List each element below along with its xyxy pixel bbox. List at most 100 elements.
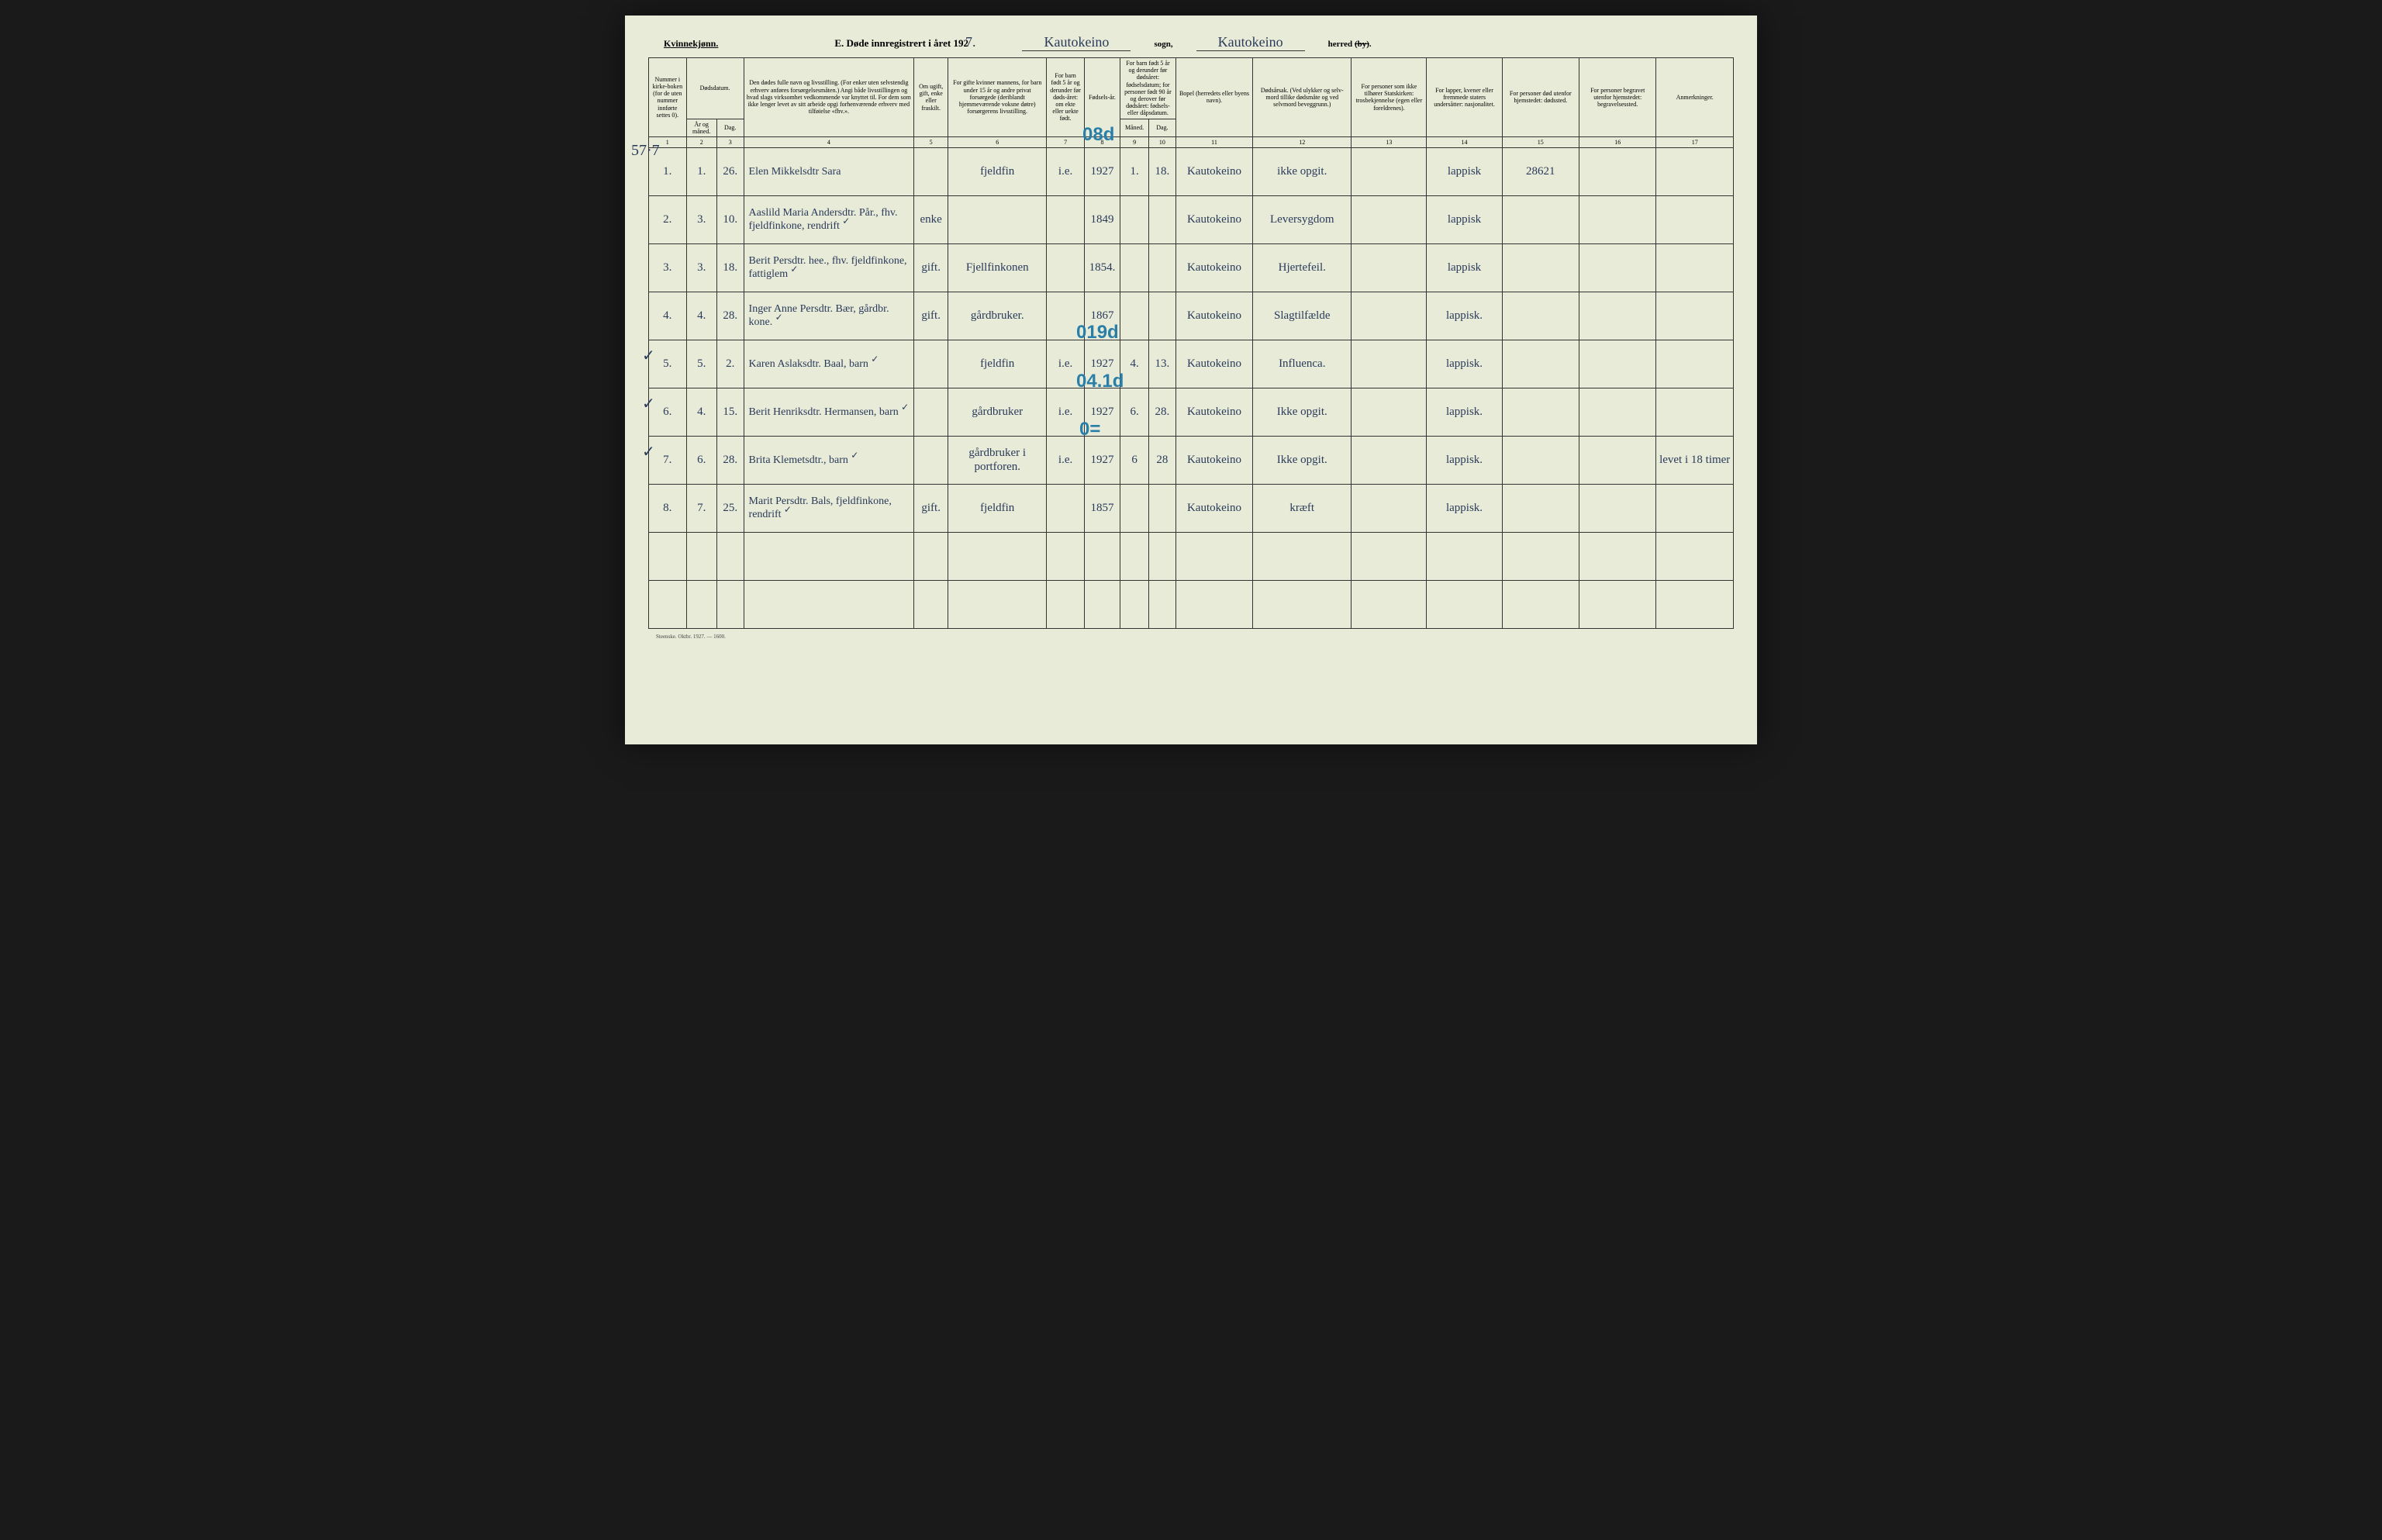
cell [1427,533,1502,581]
table-row: 7.6.28.Brita Klemetsdtr., barn ✓gårdbruk… [649,437,1734,485]
check-icon: ✓ [782,504,792,515]
herred-value: Kautokeino [1196,34,1305,51]
cell: Fjellfinkonen [948,244,1047,292]
cell: 1. [1120,148,1149,196]
check-icon: ✓ [899,402,909,413]
cell: Kautokeino [1175,196,1252,244]
cell [1579,148,1655,196]
cell [1149,244,1176,292]
cell [1579,292,1655,340]
cn-6: 6 [948,136,1047,147]
cell: lappisk. [1427,340,1502,388]
cell [1579,437,1655,485]
cell: levet i 18 timer [1656,437,1734,485]
cell: Leversygdom [1253,196,1352,244]
cell [1084,533,1120,581]
cell: lappisk [1427,196,1502,244]
cell: lappisk. [1427,292,1502,340]
cell [1656,533,1734,581]
cell [744,533,914,581]
left-mark-1: 57·7 [631,142,660,160]
blue-mark-2: 019d [1076,322,1119,344]
cell [744,581,914,629]
cell [1120,292,1149,340]
cell [1656,148,1734,196]
cell [948,196,1047,244]
check-icon: ✓ [772,312,782,323]
col-14-head: For lapper, kvener eller fremmede stater… [1427,58,1502,137]
col-9b-head: Dag. [1149,119,1176,136]
cell: Kautokeino [1175,388,1252,437]
cell: 1927 [1084,148,1120,196]
cell [1579,533,1655,581]
cell: 3. [686,244,716,292]
cell [1579,581,1655,629]
cell: Berit Henriksdtr. Hermansen, barn ✓ [744,388,914,437]
cell: Kautokeino [1175,437,1252,485]
cell: gift. [914,485,948,533]
col-12-head: Dødsårsak. (Ved ulykker og selv-mord til… [1253,58,1352,137]
cell [1352,388,1427,437]
cell [1502,244,1579,292]
cn-13: 13 [1352,136,1427,147]
cell: lappisk [1427,244,1502,292]
cell: 28. [1149,388,1176,437]
table-row: 5.5.2.Karen Aslaksdtr. Baal, barn ✓fjeld… [649,340,1734,388]
cell [1502,533,1579,581]
cell [1047,485,1085,533]
cell: 28621 [1502,148,1579,196]
cell [1427,581,1502,629]
cell: Kautokeino [1175,244,1252,292]
cell [1149,533,1176,581]
cell: lappisk. [1427,485,1502,533]
cell: 2. [716,340,744,388]
col-2a-head: År og måned. [686,119,716,136]
cell [914,388,948,437]
col-13-head: For personer som ikke tilhører Statskirk… [1352,58,1427,137]
cell [914,437,948,485]
cell: ikke opgit. [1253,148,1352,196]
cell: 4. [649,292,687,340]
cell: 5. [686,340,716,388]
footer-imprint: Steenske. Oktbr. 1927. — 1600. [648,634,1734,640]
cell: 3. [649,244,687,292]
cn-5: 5 [914,136,948,147]
cell: 4. [686,292,716,340]
left-mark-5: ✓ [642,346,655,365]
cell: 1. [686,148,716,196]
title-prefix: E. Døde innregistrert i året 192 [834,37,968,49]
col-16-head: For personer begravet utenfor hjemstedet… [1579,58,1655,137]
table-row: 8.7.25.Marit Persdtr. Bals, fjeldfinkone… [649,485,1734,533]
cell [914,340,948,388]
cell: 4. [1120,340,1149,388]
cell: i.e. [1047,148,1085,196]
cell: 6 [1120,437,1149,485]
cell [686,533,716,581]
cell: Karen Aslaksdtr. Baal, barn ✓ [744,340,914,388]
cell: lappisk. [1427,388,1502,437]
cell [948,533,1047,581]
col-2b-head: Dag. [716,119,744,136]
cell [1502,388,1579,437]
cell [1120,196,1149,244]
table-row: 2.3.10.Aaslild Maria Andersdtr. Pår., fh… [649,196,1734,244]
cell: 2. [649,196,687,244]
check-icon: ✓ [848,450,858,461]
cell [1253,533,1352,581]
cell: 7. [686,485,716,533]
col-17-head: Anmerkninger. [1656,58,1734,137]
cell [1120,533,1149,581]
cell [1352,581,1427,629]
cell [948,581,1047,629]
header: Kvinnekjønn. E. Døde innregistrert i åre… [648,34,1734,51]
title-block: E. Døde innregistrert i året 1927. [741,34,975,50]
herred-label: herred (by). [1328,40,1372,49]
col-4-head: Den dødes fulle navn og livsstilling. (F… [744,58,914,137]
cell: 25. [716,485,744,533]
cell [1579,196,1655,244]
cell: 6. [1120,388,1149,437]
cell [1352,244,1427,292]
cell [1352,148,1427,196]
cn-9: 9 [1120,136,1149,147]
cn-16: 16 [1579,136,1655,147]
